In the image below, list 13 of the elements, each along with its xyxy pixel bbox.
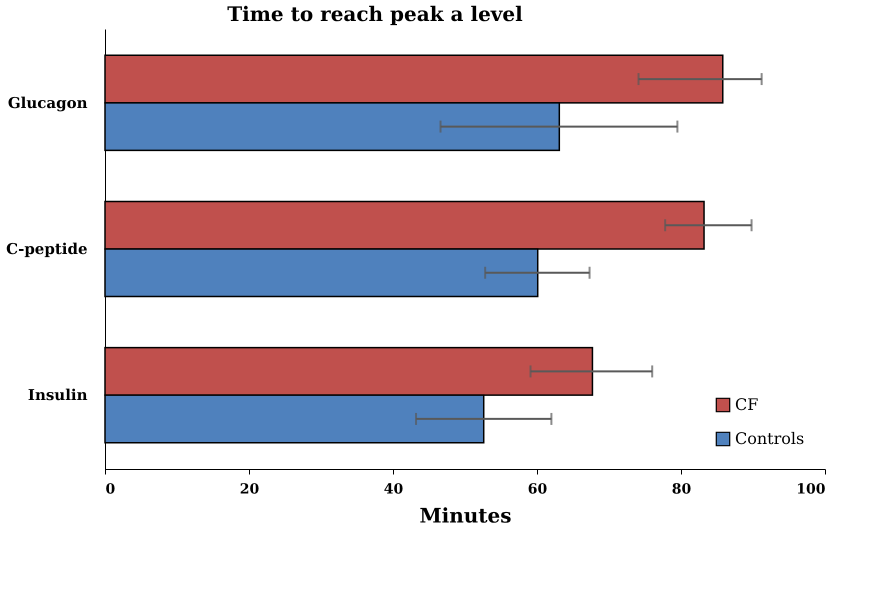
legend-label: Controls	[735, 429, 804, 448]
x-tick-label: 100	[796, 482, 826, 498]
y-tick-label: Glucagon	[8, 94, 88, 112]
x-tick-label: 60	[528, 482, 548, 498]
x-tick-label: 0	[106, 482, 116, 498]
y-tick-label: Insulin	[28, 386, 88, 404]
x-tick-label: 20	[240, 482, 260, 498]
y-tick-label: C-peptide	[6, 240, 88, 258]
x-axis-title: Minutes	[419, 504, 512, 528]
chart-title: Time to reach peak a level	[227, 2, 524, 26]
x-tick-label: 80	[672, 482, 692, 498]
x-tick-label: 40	[384, 482, 404, 498]
legend-label: CF	[735, 395, 758, 414]
